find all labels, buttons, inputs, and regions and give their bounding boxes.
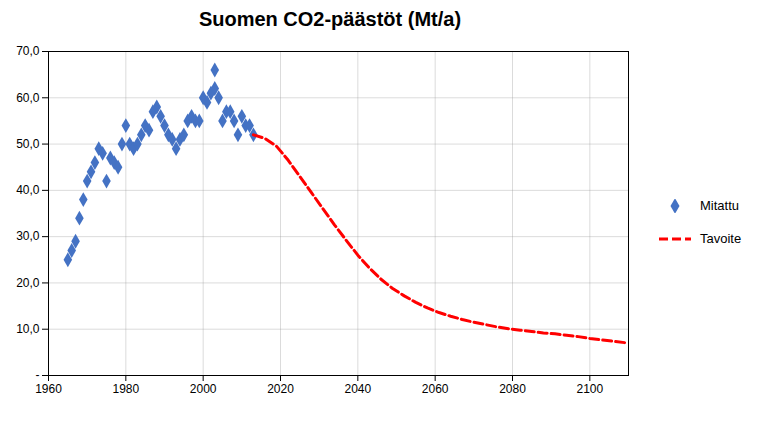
html-text:Mitattu: Mitattu bbox=[700, 198, 739, 213]
svg-text:30,0: 30,0 bbox=[16, 229, 40, 243]
svg-text:60,0: 60,0 bbox=[16, 91, 40, 105]
svg-text:2020: 2020 bbox=[267, 382, 294, 396]
svg-text:1980: 1980 bbox=[112, 382, 139, 396]
svg-text:2060: 2060 bbox=[422, 382, 449, 396]
html-text:Tavoite: Tavoite bbox=[700, 231, 742, 246]
svg-text:2080: 2080 bbox=[499, 382, 526, 396]
svg-text:2040: 2040 bbox=[344, 382, 371, 396]
svg-text:70,0: 70,0 bbox=[16, 44, 40, 58]
svg-text:20,0: 20,0 bbox=[16, 276, 40, 290]
svg-text:2000: 2000 bbox=[190, 382, 217, 396]
svg-text:40,0: 40,0 bbox=[16, 183, 40, 197]
html-text:Suomen CO2-päästöt (Mt/a): Suomen CO2-päästöt (Mt/a) bbox=[198, 8, 462, 30]
svg-text:-: - bbox=[36, 368, 40, 382]
svg-text:50,0: 50,0 bbox=[16, 137, 40, 151]
svg-text:2100: 2100 bbox=[576, 382, 603, 396]
svg-text:10,0: 10,0 bbox=[16, 322, 40, 336]
svg-text:1960: 1960 bbox=[35, 382, 62, 396]
